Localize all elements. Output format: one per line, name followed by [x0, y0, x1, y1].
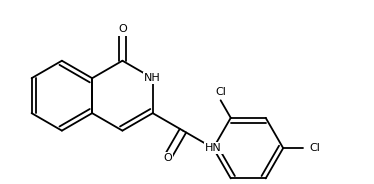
Text: HN: HN [205, 143, 222, 153]
Text: O: O [118, 24, 127, 34]
Text: Cl: Cl [309, 143, 320, 153]
Text: Cl: Cl [215, 87, 226, 97]
Text: O: O [163, 153, 172, 163]
Text: NH: NH [144, 73, 161, 83]
